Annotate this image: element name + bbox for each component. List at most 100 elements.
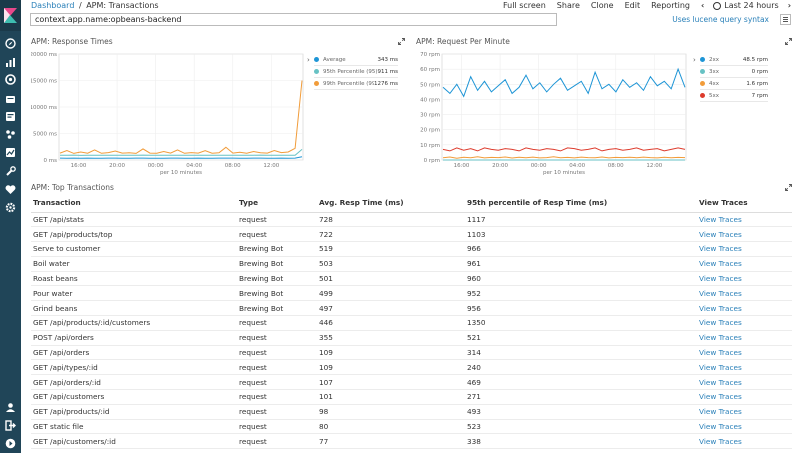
dashboard-icon[interactable] — [4, 73, 17, 86]
canvas-icon[interactable] — [4, 128, 17, 141]
type-cell: request — [237, 226, 317, 243]
management-icon[interactable] — [4, 201, 17, 214]
top-actions: Full screen Share Clone Edit Reporting ‹… — [503, 1, 800, 10]
type-cell: Brewing Bot — [237, 241, 317, 257]
legend-item[interactable]: 2xx 48.5 rpm — [700, 54, 768, 66]
legend-item[interactable]: 3xx 0 rpm — [700, 66, 768, 78]
apm-icon[interactable] — [4, 110, 17, 123]
dev-tools-icon[interactable] — [4, 165, 17, 178]
full-screen-button[interactable]: Full screen — [502, 1, 546, 10]
view-traces-link[interactable]: View Traces — [697, 389, 792, 405]
rpm-title: APM: Request Per Minute — [416, 37, 510, 46]
lucene-syntax-link[interactable]: Uses lucene query syntax — [672, 15, 769, 24]
legend-dot — [700, 57, 705, 62]
legend-label: 4xx — [709, 80, 720, 87]
p95-cell: 338 — [465, 433, 697, 450]
type-cell: request — [237, 330, 317, 346]
avg-cell: 77 — [317, 433, 465, 450]
legend-item[interactable]: 95th Percentile (95) 911 ms — [314, 66, 398, 78]
view-traces-link[interactable]: View Traces — [697, 300, 792, 317]
avg-cell: 503 — [317, 256, 465, 272]
view-traces-link[interactable]: View Traces — [697, 226, 792, 243]
expand-panel-icon[interactable] — [785, 38, 792, 45]
view-traces-link[interactable]: View Traces — [697, 256, 792, 272]
view-traces-link[interactable]: View Traces — [697, 433, 792, 450]
y-tick-label: 70 rpm — [420, 52, 440, 58]
legend-label: Average — [323, 56, 346, 63]
machine-learning-icon[interactable] — [4, 146, 17, 159]
view-traces-link[interactable]: View Traces — [697, 212, 792, 228]
time-picker[interactable]: Last 24 hours — [713, 1, 779, 10]
view-traces-link[interactable]: View Traces — [697, 374, 792, 391]
view-traces-link[interactable]: View Traces — [697, 330, 792, 346]
legend-value: 0 rpm — [751, 68, 768, 75]
visualize-icon[interactable] — [4, 56, 17, 69]
transaction-cell: Serve to customer — [31, 241, 237, 257]
view-traces-link[interactable]: View Traces — [697, 359, 792, 376]
reporting-button[interactable]: Reporting — [651, 1, 690, 10]
legend-label: 3xx — [709, 68, 720, 75]
transaction-cell: GET /api/orders/:id — [31, 374, 237, 391]
monitoring-icon[interactable] — [4, 183, 17, 196]
search-options-icon[interactable] — [780, 14, 791, 25]
time-next-button[interactable]: › — [787, 1, 791, 10]
clone-button[interactable]: Clone — [590, 1, 614, 10]
collapse-icon[interactable] — [4, 437, 17, 450]
legend-toggle-icon[interactable]: › — [693, 56, 696, 64]
rpm-legend: › 2xx 48.5 rpm 3xx 0 rpm 4xx 1.6 rpm 5xx 7 r… — [693, 54, 768, 102]
y-tick-label: 60 rpm — [420, 67, 440, 73]
type-cell: Brewing Bot — [237, 285, 317, 302]
view-traces-link[interactable]: View Traces — [697, 241, 792, 257]
expand-panel-icon[interactable] — [785, 184, 792, 191]
view-traces-link[interactable]: View Traces — [697, 345, 792, 361]
p95-cell: 469 — [465, 374, 697, 391]
avg-cell: 501 — [317, 271, 465, 287]
view-traces-link[interactable]: View Traces — [697, 404, 792, 420]
breadcrumb-dashboard-link[interactable]: Dashboard — [31, 1, 75, 10]
timelion-icon[interactable] — [4, 93, 17, 106]
table-row: POST /api/orders request 355 521 View Traces — [31, 330, 792, 346]
transaction-cell: Pour water — [31, 285, 237, 302]
plot-area — [441, 53, 687, 161]
legend-dot — [314, 81, 319, 86]
discover-icon[interactable] — [4, 37, 17, 50]
time-prev-button[interactable]: ‹ — [700, 1, 705, 10]
user-icon[interactable] — [4, 401, 17, 414]
type-cell: request — [237, 419, 317, 435]
avg-cell: 107 — [317, 374, 465, 391]
transaction-cell: Grind beans — [31, 300, 237, 317]
x-tick-label: 04:00 — [186, 163, 202, 169]
table-row: GET /api/stats request 728 1117 View Traces — [31, 212, 792, 228]
share-button[interactable]: Share — [556, 1, 580, 10]
legend-item[interactable]: 99th Percentile (99) 1276 ms — [314, 78, 398, 90]
view-traces-link[interactable]: View Traces — [697, 271, 792, 287]
column-header-p95[interactable]: 95th percentile of Resp Time (ms) — [465, 194, 697, 213]
kibana-logo-icon[interactable] — [0, 0, 21, 31]
p95-cell: 1103 — [465, 226, 697, 243]
p95-cell: 493 — [465, 404, 697, 420]
view-traces-link[interactable]: View Traces — [697, 315, 792, 331]
edit-button[interactable]: Edit — [624, 1, 641, 10]
column-header-avg[interactable]: Avg. Resp Time (ms) — [317, 194, 465, 213]
legend-item[interactable]: 5xx 7 rpm — [700, 90, 768, 102]
legend-label: 5xx — [709, 92, 720, 99]
search-input[interactable]: context.app.name:opbeans-backend — [30, 13, 557, 26]
legend-item[interactable]: 4xx 1.6 rpm — [700, 78, 768, 90]
expand-panel-icon[interactable] — [398, 38, 405, 45]
transaction-cell: Boil water — [31, 256, 237, 272]
p95-cell: 523 — [465, 419, 697, 435]
legend-item[interactable]: Average 343 ms — [314, 54, 398, 66]
y-tick-label: 50 rpm — [420, 82, 440, 88]
x-tick-label: 04:00 — [569, 163, 585, 169]
column-header-transaction[interactable]: Transaction — [31, 194, 237, 213]
top-transactions-title: APM: Top Transactions — [31, 183, 114, 192]
column-header-type[interactable]: Type — [237, 194, 317, 213]
table-row: GET static file request 80 523 View Traces — [31, 419, 792, 435]
view-traces-link[interactable]: View Traces — [697, 419, 792, 435]
series-line-5xx — [442, 147, 686, 152]
view-traces-link[interactable]: View Traces — [697, 285, 792, 302]
legend-toggle-icon[interactable]: › — [307, 56, 310, 64]
x-tick-label: 16:00 — [71, 163, 87, 169]
logout-icon[interactable] — [4, 419, 17, 432]
column-header-view-traces[interactable]: View Traces — [697, 194, 792, 213]
